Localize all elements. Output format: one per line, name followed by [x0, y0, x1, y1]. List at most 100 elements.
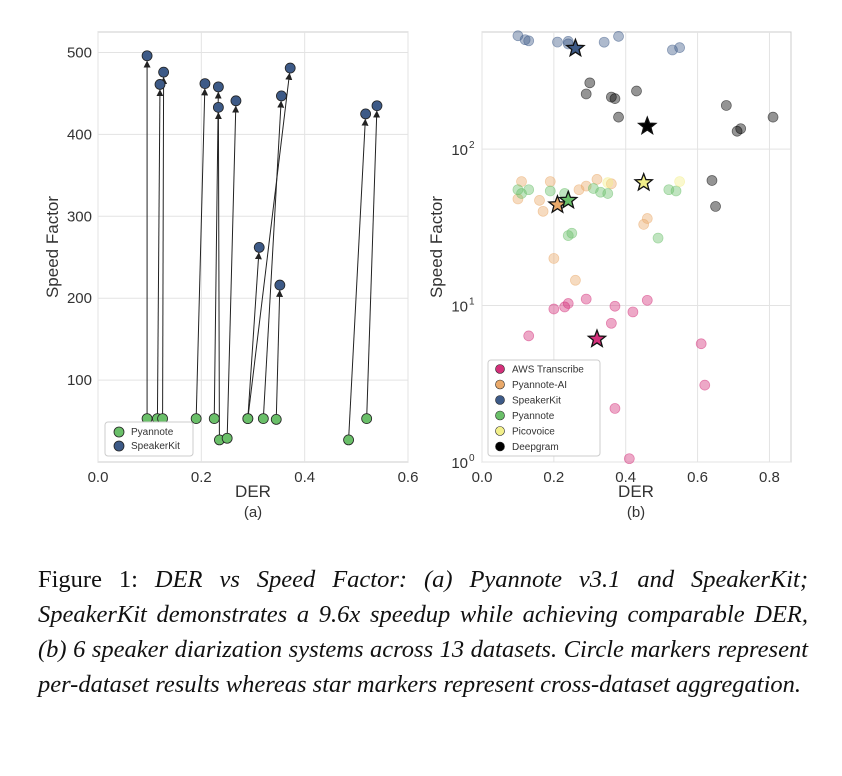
legend-label: Pyannote — [512, 411, 555, 422]
dataset-point — [627, 306, 639, 318]
legend-label: Picovoice — [512, 427, 555, 438]
grid-a — [97, 32, 409, 462]
arrow — [275, 289, 284, 420]
dataset-point — [609, 93, 621, 104]
dataset-point — [562, 298, 574, 309]
arrow — [213, 91, 222, 419]
x-tick-label: 0.6 — [398, 469, 419, 486]
legend-marker — [495, 410, 505, 421]
y-tick-label: 10 — [451, 299, 468, 316]
arrow — [226, 105, 240, 439]
grid-b — [481, 32, 791, 463]
aggregate-star — [565, 37, 586, 58]
dataset-point — [638, 219, 650, 230]
legend-label: Pyannote-AI — [512, 380, 567, 391]
dataset-point — [641, 213, 653, 224]
y-tick-exponent: 0 — [469, 453, 475, 464]
speakerkit-point — [199, 78, 211, 89]
dataset-point — [623, 453, 635, 465]
dataset-point — [706, 175, 718, 186]
arrow — [214, 112, 222, 440]
speakerkit-point — [154, 79, 166, 90]
legend-label-speakerkit: SpeakerKit — [131, 441, 180, 452]
arrows-a — [143, 60, 381, 440]
speakerkit-point — [274, 279, 286, 291]
x-tick-label: 0.4 — [294, 469, 315, 486]
speakerkit-point — [276, 90, 287, 102]
y-tick-label: 400 — [67, 126, 92, 143]
dataset-point — [580, 88, 592, 100]
x-axis-label-a: DER — [235, 482, 271, 501]
speakerkit-point — [141, 50, 153, 62]
legend-label: Deepgram — [512, 442, 559, 453]
arrow — [156, 89, 164, 419]
speakerkit-point — [284, 62, 296, 74]
dataset-point — [566, 227, 578, 239]
dataset-point — [631, 85, 642, 97]
dataset-point — [613, 111, 624, 123]
arrow — [247, 252, 262, 419]
x-axis-label-b: DER — [618, 482, 654, 501]
dataset-point — [584, 77, 596, 89]
pyannote-point — [361, 413, 373, 424]
dataset-point — [670, 185, 682, 197]
arrow — [247, 72, 293, 419]
arrow — [160, 76, 168, 419]
y-tick-label: 100 — [67, 372, 92, 389]
y-tick-exponent: 1 — [469, 297, 475, 308]
speakerkit-point — [212, 101, 224, 113]
panel-label-a: (a) — [244, 504, 262, 521]
dataset-point — [552, 36, 563, 48]
dataset-point — [602, 177, 614, 189]
dataset-point — [641, 294, 653, 306]
chart-panel-a: 0.0 0.2 0.4 0.6 100 200 300 400 500 DER (a) Spee… — [43, 31, 418, 521]
dataset-point — [720, 100, 732, 111]
dataset-point — [534, 195, 545, 206]
dataset-point — [605, 317, 617, 329]
points-a — [141, 50, 383, 446]
dataset-point — [537, 205, 549, 217]
y-tick-label: 500 — [67, 44, 92, 61]
dataset-point — [602, 188, 614, 199]
y-tick-label: 200 — [67, 290, 92, 307]
dataset-point — [710, 201, 721, 212]
dataset-point — [544, 185, 556, 197]
figure-caption: Figure 1: DER vs Speed Factor: (a) Pyann… — [38, 562, 808, 702]
points-b — [512, 30, 779, 465]
caption-prefix: Figure 1: — [38, 566, 138, 593]
caption-text: DER vs Speed Factor: (a) Pyannote v3.1 a… — [38, 566, 809, 698]
speakerkit-point — [360, 108, 372, 120]
y-tick-label: 300 — [67, 208, 92, 225]
pyannote-point — [242, 413, 254, 424]
dataset-point — [652, 232, 664, 244]
panel-label-b: (b) — [627, 504, 645, 521]
legend-marker-speakerkit — [113, 440, 125, 452]
x-tick-label: 0.6 — [687, 469, 708, 486]
tick-labels-a: 0.0 0.2 0.4 0.6 100 200 300 400 500 — [67, 44, 418, 486]
arrow — [348, 118, 369, 440]
legend-label-pyannote: Pyannote — [131, 427, 174, 438]
dataset-point — [548, 253, 560, 264]
legend-a: Pyannote SpeakerKit — [104, 421, 194, 457]
legend-marker — [495, 426, 505, 436]
legend-label: SpeakerKit — [512, 396, 561, 407]
dataset-point — [570, 274, 581, 286]
speakerkit-point — [253, 242, 265, 253]
dataset-point — [523, 184, 535, 196]
speakerkit-point — [158, 66, 170, 78]
dataset-point — [544, 176, 556, 187]
aggregate-star — [557, 189, 579, 210]
dataset-point — [699, 379, 711, 391]
speakerkit-point — [212, 81, 224, 93]
dataset-point — [512, 193, 524, 205]
dataset-point — [598, 36, 610, 48]
dataset-point — [695, 338, 707, 350]
legend-label: AWS Transcribe — [512, 365, 584, 376]
legend-b: AWS Transcribe Pyannote-AI SpeakerKit Pyann… — [487, 359, 601, 457]
y-tick-label: 10 — [451, 455, 468, 472]
pyannote-point — [270, 414, 282, 425]
aggregate-star — [586, 328, 608, 348]
plot-area-a — [97, 31, 409, 463]
